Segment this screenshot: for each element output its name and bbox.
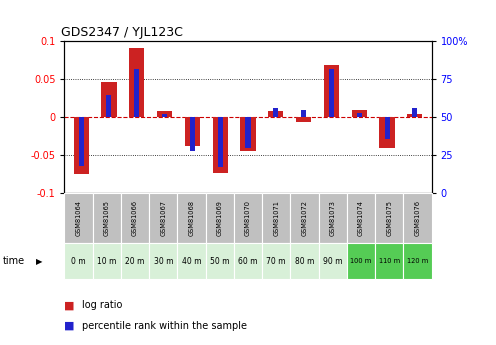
Bar <box>206 243 234 279</box>
Bar <box>93 193 121 243</box>
Text: 50 m: 50 m <box>210 257 230 266</box>
Bar <box>347 193 375 243</box>
Text: log ratio: log ratio <box>82 300 122 310</box>
Text: time: time <box>2 256 25 266</box>
Bar <box>178 243 206 279</box>
Bar <box>357 113 362 117</box>
Bar <box>218 117 223 167</box>
Text: GSM81075: GSM81075 <box>386 200 392 236</box>
Bar <box>403 193 432 243</box>
Text: 30 m: 30 m <box>154 257 173 266</box>
Bar <box>290 193 318 243</box>
Text: percentile rank within the sample: percentile rank within the sample <box>82 321 247 331</box>
Bar <box>407 114 423 117</box>
Text: 120 m: 120 m <box>407 258 428 264</box>
Bar <box>318 243 347 279</box>
Bar <box>93 243 121 279</box>
Bar <box>134 69 139 117</box>
Text: GSM81064: GSM81064 <box>75 200 82 236</box>
Bar <box>379 117 395 148</box>
Text: GSM81074: GSM81074 <box>358 200 364 236</box>
Text: 70 m: 70 m <box>266 257 286 266</box>
Bar <box>107 95 112 117</box>
Bar <box>329 69 334 117</box>
Bar <box>384 117 389 139</box>
Text: 90 m: 90 m <box>323 257 342 266</box>
Text: ■: ■ <box>64 300 75 310</box>
Bar <box>190 117 195 151</box>
Bar <box>375 193 403 243</box>
Text: 0 m: 0 m <box>71 257 86 266</box>
Text: 60 m: 60 m <box>238 257 258 266</box>
Bar <box>121 193 149 243</box>
Bar <box>301 110 306 117</box>
Bar <box>290 243 318 279</box>
Text: GSM81067: GSM81067 <box>160 200 166 236</box>
Bar <box>73 117 89 174</box>
Text: GSM81066: GSM81066 <box>132 200 138 236</box>
Bar <box>352 110 367 117</box>
Bar <box>412 108 417 117</box>
Bar <box>129 48 144 117</box>
Bar <box>324 65 339 117</box>
Bar <box>178 193 206 243</box>
Text: 110 m: 110 m <box>378 258 400 264</box>
Text: 10 m: 10 m <box>97 257 117 266</box>
Bar <box>296 117 311 122</box>
Bar <box>79 117 84 166</box>
Text: GSM81065: GSM81065 <box>104 200 110 236</box>
Text: GSM81073: GSM81073 <box>330 200 336 236</box>
Bar <box>157 111 172 117</box>
Bar <box>375 243 403 279</box>
Bar <box>246 117 250 148</box>
Bar <box>64 193 93 243</box>
Bar <box>262 243 290 279</box>
Bar <box>149 193 178 243</box>
Text: GSM81068: GSM81068 <box>188 200 194 236</box>
Bar <box>149 243 178 279</box>
Text: GSM81069: GSM81069 <box>217 200 223 236</box>
Bar <box>101 82 117 117</box>
Text: 40 m: 40 m <box>182 257 201 266</box>
Bar <box>234 243 262 279</box>
Bar <box>273 108 278 117</box>
Text: 20 m: 20 m <box>125 257 145 266</box>
Text: 80 m: 80 m <box>295 257 314 266</box>
Text: GDS2347 / YJL123C: GDS2347 / YJL123C <box>61 26 183 39</box>
Bar <box>268 111 283 117</box>
Bar <box>262 193 290 243</box>
Text: GSM81071: GSM81071 <box>273 200 279 236</box>
Bar <box>206 193 234 243</box>
Text: GSM81072: GSM81072 <box>302 200 308 236</box>
Bar <box>121 243 149 279</box>
Bar <box>403 243 432 279</box>
Text: GSM81070: GSM81070 <box>245 200 251 236</box>
Bar <box>318 193 347 243</box>
Bar <box>185 117 200 146</box>
Text: GSM81076: GSM81076 <box>414 200 421 236</box>
Text: ■: ■ <box>64 321 75 331</box>
Bar <box>64 243 93 279</box>
Bar <box>241 117 255 151</box>
Text: ▶: ▶ <box>36 257 43 266</box>
Text: 100 m: 100 m <box>350 258 372 264</box>
Bar <box>162 114 167 117</box>
Bar <box>234 193 262 243</box>
Bar <box>213 117 228 173</box>
Bar <box>347 243 375 279</box>
